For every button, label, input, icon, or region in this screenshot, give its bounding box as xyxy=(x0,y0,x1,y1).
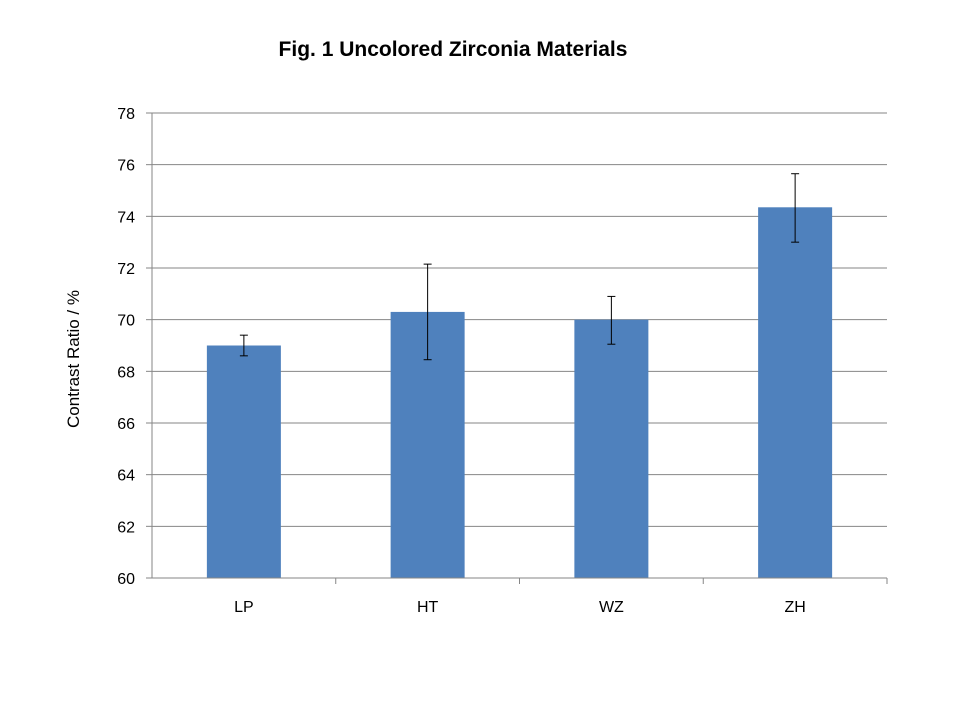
x-tick-label: HT xyxy=(417,599,439,616)
y-tick-label: 72 xyxy=(117,261,135,278)
y-axis-label: Contrast Ratio / % xyxy=(64,290,83,428)
y-tick-label: 78 xyxy=(117,106,135,123)
bar-wz xyxy=(574,319,649,578)
y-tick-label: 62 xyxy=(117,519,135,536)
bar-lp xyxy=(206,345,281,578)
y-tick-label: 66 xyxy=(117,416,135,433)
y-tick-label: 70 xyxy=(117,313,135,330)
y-tick-label: 76 xyxy=(117,158,135,175)
x-tick-label: ZH xyxy=(784,599,805,616)
bar-zh xyxy=(758,207,833,578)
chart-title: Fig. 1 Uncolored Zirconia Materials xyxy=(278,38,628,61)
y-tick-label: 68 xyxy=(117,364,135,381)
y-tick-label: 74 xyxy=(117,209,135,226)
x-tick-label: WZ xyxy=(599,599,624,616)
y-tick-label: 60 xyxy=(117,571,135,588)
x-tick-label: LP xyxy=(234,599,254,616)
y-tick-label: 64 xyxy=(117,468,135,485)
